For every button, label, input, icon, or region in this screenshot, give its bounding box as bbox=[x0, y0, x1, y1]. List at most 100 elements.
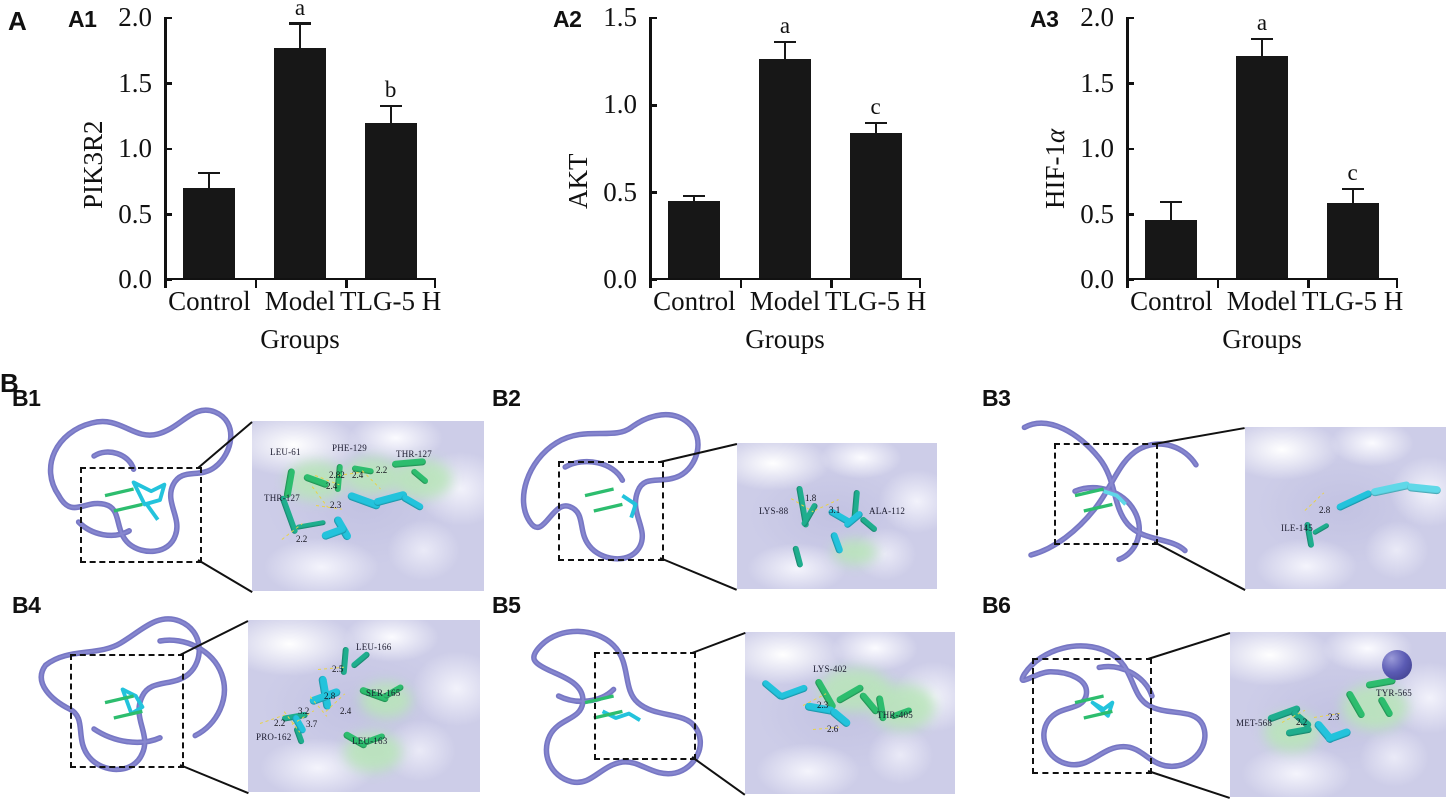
bond-distance-label: 2.4 bbox=[340, 706, 352, 716]
bar-model bbox=[1236, 56, 1288, 278]
chart-label-a3: A3 bbox=[1030, 6, 1059, 32]
x-tick bbox=[433, 280, 436, 288]
protein-surface bbox=[745, 632, 955, 794]
x-category-label: TLG-5 H bbox=[340, 286, 442, 316]
bond-distance-label: 2.2 bbox=[274, 718, 286, 728]
bond-distance-label: 2.4 bbox=[352, 470, 364, 480]
protein-ribbon-structure bbox=[28, 596, 248, 796]
bond-distance-label: 2.3 bbox=[1328, 712, 1340, 722]
docking-label-b6: B6 bbox=[982, 592, 1011, 618]
chart-panel-a2: A2 0.0 0.5 1.0 1.5 Control a Model c TLG-5 H AKT Gr… bbox=[545, 3, 965, 354]
residue-label: ALA-112 bbox=[869, 506, 906, 516]
docking-label-b1: B1 bbox=[12, 385, 41, 411]
x-axis bbox=[1126, 277, 1398, 280]
y-tick bbox=[1126, 82, 1134, 85]
x-axis-title: Groups bbox=[745, 324, 825, 354]
zoom-selection-box bbox=[558, 461, 664, 561]
y-tick-label: 1.0 bbox=[1080, 132, 1114, 163]
chart-label-a2: A2 bbox=[553, 6, 582, 32]
error-bar-cap bbox=[1160, 200, 1183, 203]
error-bar-cap bbox=[379, 105, 402, 108]
x-category-label: Model bbox=[749, 286, 821, 316]
y-tick-label: 1.0 bbox=[118, 132, 152, 163]
error-bar bbox=[1351, 189, 1354, 203]
y-axis-title: PIK3R2 bbox=[78, 120, 108, 209]
residue-label: PHE-129 bbox=[332, 443, 367, 453]
y-tick bbox=[1126, 278, 1134, 282]
y-tick-label: 0.5 bbox=[118, 198, 152, 229]
bar-control bbox=[668, 200, 721, 278]
y-tick bbox=[649, 278, 657, 282]
bond-distance-label: 2.6 bbox=[827, 724, 839, 734]
y-tick bbox=[1126, 16, 1134, 20]
bond-distance-label: 2.3 bbox=[330, 500, 342, 510]
y-tick bbox=[164, 82, 172, 85]
zoom-selection-box bbox=[70, 654, 184, 768]
x-tick bbox=[254, 280, 258, 288]
plot-area-a3: 0.0 0.5 1.0 1.5 2.0 Control a Model c TLG-5 H bbox=[1080, 3, 1403, 314]
docking-panel-b5: B5 LYS-402 THR-405 2.3 2.6 bbox=[490, 592, 960, 797]
bond-distance-label: 2.82 bbox=[329, 470, 345, 480]
y-tick bbox=[164, 147, 172, 151]
bar-tlg-5-h bbox=[364, 122, 417, 278]
residue-label: LEU-163 bbox=[352, 736, 388, 746]
x-tick bbox=[1216, 280, 1220, 288]
y-tick bbox=[649, 104, 657, 107]
significance-letter: a bbox=[1256, 10, 1268, 36]
y-tick-label: 0.0 bbox=[1080, 263, 1114, 294]
y-tick-label: 1.0 bbox=[603, 89, 637, 120]
residue-label: LYS-402 bbox=[813, 664, 847, 674]
bar-tlg-5-h bbox=[1326, 202, 1379, 278]
bond-distance-label: 3.1 bbox=[829, 505, 841, 515]
error-bar bbox=[208, 174, 211, 189]
plot-area-a2: 0.0 0.5 1.0 1.5 Control a Model c TLG-5 H bbox=[603, 3, 926, 314]
x-category-label: Model bbox=[264, 286, 336, 316]
y-tick-label: 0.0 bbox=[603, 263, 637, 294]
error-bar-cap bbox=[864, 121, 887, 124]
residue-label: LYS-88 bbox=[759, 506, 789, 516]
y-axis bbox=[649, 18, 652, 280]
y-axis-title: HIF-1α bbox=[1040, 128, 1070, 209]
y-tick bbox=[164, 16, 172, 20]
residue-highlight bbox=[344, 457, 400, 495]
zoom-selection-box bbox=[1032, 658, 1152, 774]
error-bar-cap bbox=[1251, 38, 1273, 41]
plot-area-a1: 0.0 0.5 1.0 1.5 2.0 Control a Model b TLG-5 H bbox=[118, 0, 441, 315]
y-tick bbox=[1126, 147, 1134, 151]
chart-panel-a1: A1 0.0 0.5 1.0 1.5 2.0 Control a Model b TLG-5 H PI… bbox=[60, 0, 480, 354]
y-tick bbox=[1126, 213, 1134, 216]
x-tick bbox=[1126, 280, 1129, 288]
x-tick bbox=[1307, 280, 1310, 288]
y-tick bbox=[164, 278, 172, 282]
bar-model bbox=[274, 48, 326, 278]
bond-distance-label: 2.3 bbox=[817, 700, 829, 710]
x-axis-title: Groups bbox=[1222, 324, 1302, 354]
bond-distance-label: 2.8 bbox=[1319, 505, 1331, 515]
protein-surface bbox=[252, 421, 484, 591]
error-bar-cap bbox=[289, 22, 311, 25]
y-tick-label: 0.0 bbox=[118, 263, 152, 294]
x-category-label: Control bbox=[1130, 286, 1213, 316]
error-bar-cap bbox=[1341, 187, 1364, 190]
residue-label: PRO-162 bbox=[256, 732, 292, 742]
error-bar bbox=[389, 107, 392, 123]
binding-pocket-inset: LYS-88 ALA-112 1.8 3.1 bbox=[737, 443, 937, 589]
binding-pocket-inset: TYR-565 MET-568 2.2 2.3 bbox=[1230, 632, 1446, 797]
residue-label: THR-127 bbox=[264, 493, 300, 503]
zoom-selection-box bbox=[80, 467, 202, 563]
residue-label: LEU-61 bbox=[270, 447, 301, 457]
section-letter-a: A bbox=[8, 6, 27, 36]
x-axis-title: Groups bbox=[260, 324, 340, 354]
docking-label-b3: B3 bbox=[982, 385, 1011, 411]
binding-pocket-inset: ILE-145 2.8 bbox=[1245, 427, 1446, 589]
residue-label: LEU-166 bbox=[356, 642, 392, 652]
error-bar bbox=[298, 24, 302, 49]
residue-label: SER-165 bbox=[366, 688, 401, 698]
y-tick-label: 0.5 bbox=[1080, 198, 1114, 229]
x-tick bbox=[649, 280, 652, 288]
y-tick-label: 1.5 bbox=[1080, 67, 1114, 98]
x-category-label: Model bbox=[1226, 286, 1298, 316]
residue-label: TYR-565 bbox=[1376, 688, 1412, 698]
bar-tlg-5-h bbox=[849, 132, 902, 278]
bond-distance-label: 2.8 bbox=[324, 691, 336, 701]
